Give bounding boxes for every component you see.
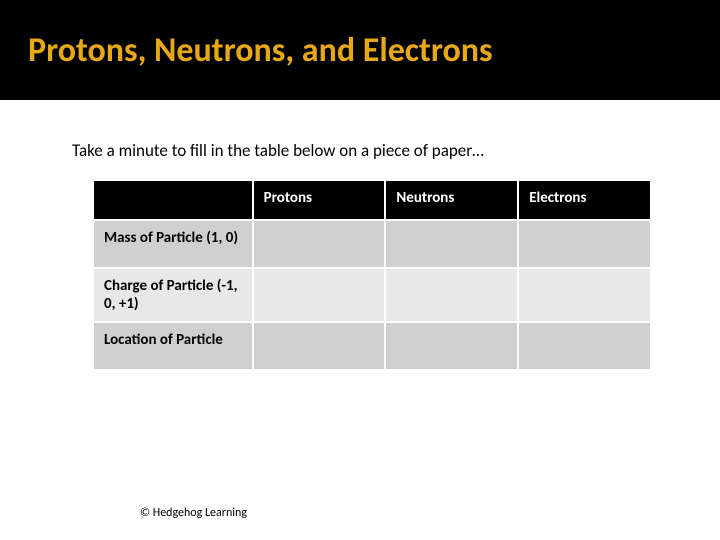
row-label-mass: Mass of Particle (1, 0) [93,220,253,268]
page-title: Protons, Neutrons, and Electrons [28,30,493,71]
cell-charge-protons [253,268,386,322]
row-label-charge: Charge of Particle (-1, 0, +1) [93,268,253,322]
cell-location-neutrons [385,322,518,370]
cell-mass-electrons [518,220,651,268]
instruction-text: Take a minute to fill in the table below… [72,140,660,161]
column-header-protons: Protons [253,180,386,220]
column-header-neutrons: Neutrons [385,180,518,220]
cell-charge-neutrons [385,268,518,322]
row-label-location: Location of Particle [93,322,253,370]
column-header-electrons: Electrons [518,180,651,220]
cell-mass-protons [253,220,386,268]
table-row: Location of Particle [93,322,651,370]
column-header-blank [93,180,253,220]
copyright-footer: © Hedgehog Learning [140,506,247,520]
table-row: Charge of Particle (-1, 0, +1) [93,268,651,322]
content-area: Take a minute to fill in the table below… [0,100,720,371]
cell-location-protons [253,322,386,370]
title-bar: Protons, Neutrons, and Electrons [0,0,720,100]
cell-charge-electrons [518,268,651,322]
cell-location-electrons [518,322,651,370]
particle-table: Protons Neutrons Electrons Mass of Parti… [92,179,652,371]
table-header-row: Protons Neutrons Electrons [93,180,651,220]
cell-mass-neutrons [385,220,518,268]
table-row: Mass of Particle (1, 0) [93,220,651,268]
